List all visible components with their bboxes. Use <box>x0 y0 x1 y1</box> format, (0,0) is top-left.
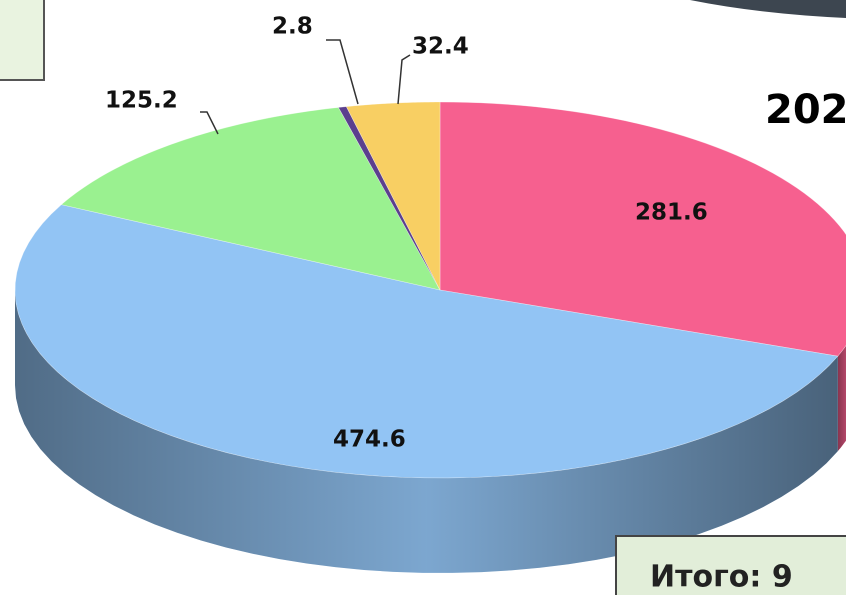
pie <box>14 101 846 573</box>
leader-line <box>397 54 411 105</box>
data-label: 281.6 <box>635 200 708 226</box>
data-label: 474.6 <box>333 427 406 453</box>
data-label: 2.8 <box>272 14 313 40</box>
slice <box>439 101 846 357</box>
corner-box <box>0 0 45 81</box>
corner-shape <box>690 0 846 18</box>
slice <box>337 106 441 291</box>
data-label: 125.2 <box>105 88 178 114</box>
total-text: Итого: 9 <box>650 560 793 595</box>
slice <box>14 204 839 479</box>
leader-lines <box>200 39 411 135</box>
chart-title: 202 <box>765 87 846 133</box>
leader-line <box>200 111 219 135</box>
slice <box>60 107 441 291</box>
data-label: 32.4 <box>412 34 469 60</box>
leader-line <box>326 39 359 105</box>
slice-side-shade <box>837 345 846 452</box>
slice-side-shade <box>15 290 838 573</box>
total-box <box>615 535 846 595</box>
slice <box>345 101 441 291</box>
